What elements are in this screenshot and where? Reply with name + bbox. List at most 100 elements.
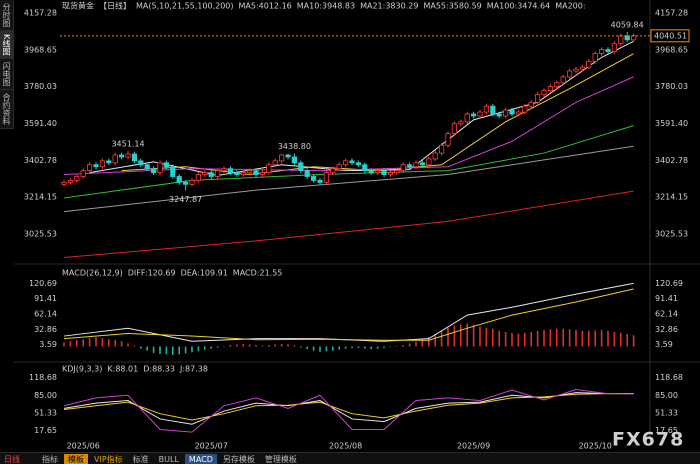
macd-bar — [600, 329, 603, 347]
button[interactable]: 另存模板 — [222, 454, 255, 464]
period-select[interactable]: 日线 — [4, 454, 20, 464]
candle-body — [106, 160, 112, 164]
indicator-line — [63, 388, 634, 433]
macd-bar — [223, 346, 225, 347]
macd-bar — [261, 345, 264, 347]
y-tick-label-right: 3025.53 — [655, 229, 688, 238]
button[interactable]: VIP指标 — [94, 454, 123, 464]
y-tick-label-right: 3402.78 — [655, 156, 688, 165]
y-tick-label-right: 62.14 — [655, 309, 678, 318]
macd-bar — [236, 344, 238, 347]
candle-body — [272, 160, 278, 166]
price-annotation: 3438.80 — [278, 142, 311, 151]
macd-bar — [556, 328, 558, 347]
candle-body — [483, 105, 490, 113]
candle-body — [253, 170, 259, 175]
candle-body — [80, 170, 86, 177]
y-tick-label: 3025.53 — [24, 229, 57, 238]
candle-body — [298, 162, 304, 172]
macd-bar — [479, 326, 481, 347]
macd-bar — [428, 337, 430, 347]
y-tick-label: 3402.78 — [24, 156, 57, 165]
macd-bar — [447, 327, 449, 347]
macd-bar — [568, 329, 571, 347]
candle-body — [387, 172, 394, 175]
candle-body — [458, 121, 464, 125]
macd-bar — [312, 346, 315, 351]
tab[interactable]: 闪电图 — [0, 59, 13, 91]
x-tick-label: 2025/07 — [195, 442, 228, 451]
candle-body — [573, 68, 579, 72]
tab[interactable]: 分时图 — [0, 0, 13, 31]
macd-bar — [588, 330, 590, 347]
macd-bar — [159, 346, 161, 354]
y-tick-label-right: 4157.28 — [655, 9, 688, 18]
candle-body — [368, 170, 374, 173]
button[interactable]: 模板 — [64, 453, 88, 464]
macd-bar — [229, 344, 232, 347]
candle-body — [131, 153, 137, 162]
y-tick-label: 51.33 — [34, 408, 57, 417]
indicator-name: KDJ(9,3,3) — [62, 365, 102, 374]
button[interactable]: 标准 — [132, 454, 149, 464]
button[interactable]: BULL — [158, 454, 179, 464]
macd-bar — [248, 344, 251, 347]
macd-bar — [472, 324, 475, 347]
candle-body — [631, 35, 637, 41]
price-annotation: 3451.14 — [111, 139, 144, 148]
indicator-name: MACD(26,12,9) — [62, 269, 123, 278]
candle-body — [426, 158, 432, 166]
candle-body — [330, 168, 336, 173]
y-tick-label: 32.86 — [34, 325, 57, 334]
candle-body — [400, 164, 406, 172]
macd-bar — [165, 346, 168, 355]
legend-item: MA100:3474.64 — [487, 2, 550, 11]
candle-body — [246, 170, 253, 173]
macd-bar — [632, 335, 635, 347]
y-tick-label: 3780.03 — [24, 82, 57, 91]
candle-body — [432, 152, 438, 160]
tab[interactable]: 合约资料 — [0, 90, 13, 130]
y-tick-label-right: 3214.15 — [655, 193, 688, 202]
candle-body — [240, 172, 246, 175]
y-tick-label-right: 3.59 — [655, 340, 673, 349]
macd-bar — [504, 331, 507, 347]
candle-body — [157, 162, 163, 173]
button[interactable]: 管理模板 — [264, 454, 297, 464]
y-tick-label: 62.14 — [34, 309, 57, 318]
indicator-line — [63, 288, 634, 341]
candle-body — [535, 94, 541, 103]
candle-body — [150, 168, 157, 173]
macd-bar — [389, 346, 392, 348]
button[interactable]: 指标 — [42, 454, 58, 464]
candle-body — [528, 101, 534, 107]
macd-bar — [82, 339, 84, 347]
macd-bar — [178, 346, 180, 355]
candle-body — [470, 113, 477, 117]
macd-bar — [613, 331, 616, 347]
candle-body — [496, 113, 502, 117]
macd-bar — [197, 346, 200, 352]
macd-bar — [402, 344, 404, 347]
x-tick-label: 2025/09 — [457, 442, 490, 451]
indicator-line — [63, 393, 634, 421]
candle-body — [112, 154, 118, 164]
macd-bar — [293, 345, 296, 347]
candle-body — [67, 179, 73, 183]
tab[interactable]: K线图 — [0, 31, 13, 60]
button[interactable]: MACD — [184, 453, 217, 464]
macd-bar — [594, 330, 596, 347]
y-tick-label: 3.59 — [39, 340, 57, 349]
macd-bar — [415, 341, 417, 347]
y-tick-label: 3591.40 — [24, 119, 57, 128]
candle-body — [74, 176, 80, 181]
x-tick-label: 2025/08 — [329, 442, 362, 451]
candle-body — [182, 181, 189, 185]
macd-bar — [344, 346, 347, 349]
chart: 4157.28 4157.28 3968.65 3968.65 3780.03 3780.… — [14, 0, 700, 451]
macd-bar — [620, 332, 622, 347]
macd-bar — [76, 340, 78, 347]
candle-body — [515, 111, 522, 115]
candle-body — [234, 172, 240, 175]
macd-bar — [319, 346, 321, 352]
